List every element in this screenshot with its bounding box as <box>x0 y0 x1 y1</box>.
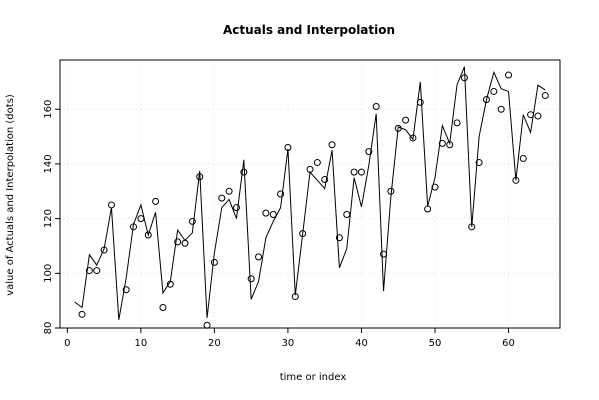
actual-point <box>402 116 410 124</box>
chart-title: Actuals and Interpolation <box>223 23 395 37</box>
x-tick-label: 10 <box>135 338 148 349</box>
actual-point <box>321 176 329 184</box>
actual-point <box>166 280 174 288</box>
y-tick-label: 160 <box>43 100 54 119</box>
actual-point <box>277 190 285 198</box>
actual-point <box>284 144 292 152</box>
x-tick-label: 20 <box>208 338 221 349</box>
actual-point <box>181 239 189 247</box>
actual-point <box>519 154 527 162</box>
actual-point <box>446 141 454 149</box>
actual-point <box>159 303 167 311</box>
actual-point <box>130 223 138 231</box>
y-tick-label: 140 <box>43 154 54 173</box>
actual-point <box>424 205 432 213</box>
actual-point <box>240 168 248 176</box>
actual-point <box>380 250 388 258</box>
actual-point <box>468 223 476 231</box>
actual-point <box>527 111 535 119</box>
actual-point <box>85 267 93 275</box>
actual-point <box>299 230 307 238</box>
actual-point <box>357 168 365 176</box>
actual-point <box>482 96 490 104</box>
actual-point <box>218 194 226 202</box>
plot-frame <box>59 59 561 329</box>
actual-point <box>107 201 115 209</box>
actual-point <box>210 258 218 266</box>
actual-point <box>343 211 351 219</box>
actual-point <box>541 92 549 100</box>
actual-point <box>497 105 505 113</box>
actual-point <box>416 98 424 106</box>
x-axis-label: time or index <box>280 372 347 383</box>
actual-point <box>328 141 336 149</box>
x-tick-label: 30 <box>282 338 295 349</box>
actual-point <box>431 183 439 191</box>
grid <box>60 60 560 329</box>
y-axis-label: value of Actuals and Interpolation (dots… <box>5 94 16 296</box>
y-tick-label: 100 <box>43 264 54 283</box>
actual-point <box>232 204 240 212</box>
actual-point <box>255 253 263 261</box>
actual-point <box>152 197 160 205</box>
actual-point <box>188 217 196 225</box>
actual-point <box>144 231 152 239</box>
actual-point <box>394 124 402 132</box>
actual-point <box>512 176 520 184</box>
actual-point <box>438 139 446 147</box>
actual-point <box>365 148 373 156</box>
x-tick-label: 60 <box>502 338 515 349</box>
actual-point <box>453 119 461 127</box>
actual-point <box>100 246 108 254</box>
actual-point <box>225 187 233 195</box>
actual-point <box>387 187 395 195</box>
actual-point <box>409 134 417 142</box>
actual-point <box>203 321 211 329</box>
actual-point <box>475 159 483 167</box>
x-tick-label: 40 <box>355 338 368 349</box>
actual-point <box>291 293 299 301</box>
actual-point <box>372 102 380 110</box>
y-axis: 80 100 120 140 160 <box>43 100 61 335</box>
x-tick-label: 0 <box>64 338 70 349</box>
actual-point <box>93 267 101 275</box>
actual-point <box>350 168 358 176</box>
y-tick-label: 120 <box>43 209 54 228</box>
y-tick-label: 80 <box>43 322 54 335</box>
interpolation-line <box>74 66 546 320</box>
actual-point <box>269 211 277 219</box>
actual-point <box>196 173 204 181</box>
actual-point <box>313 159 321 167</box>
actual-point <box>122 286 130 294</box>
actual-point <box>262 209 270 217</box>
actual-point <box>335 234 343 242</box>
actual-point <box>505 71 513 79</box>
x-axis: 0 10 20 30 40 50 60 <box>64 327 515 349</box>
actual-point <box>306 165 314 173</box>
x-tick-label: 50 <box>429 338 442 349</box>
actual-point <box>137 215 145 223</box>
actual-point <box>534 112 542 120</box>
series-layer <box>74 66 549 329</box>
actual-point <box>490 87 498 95</box>
actual-point <box>460 74 468 82</box>
actual-point <box>247 275 255 283</box>
actual-point <box>78 310 86 318</box>
actual-point <box>174 238 182 246</box>
